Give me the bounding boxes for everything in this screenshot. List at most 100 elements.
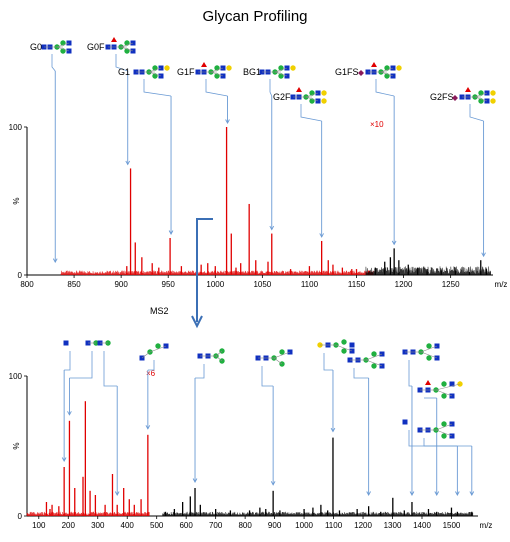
ms2-x-tick-label: 100 <box>32 521 46 530</box>
sialic-diamond <box>452 95 458 101</box>
ms1-x-tick-label: 900 <box>114 280 128 289</box>
ms2-x-tick-label: 700 <box>209 521 223 530</box>
ms1-glycan-label: G0 <box>30 42 42 52</box>
ms2-x-tick-label: 500 <box>150 521 164 530</box>
arrow-head <box>145 425 151 430</box>
galactose-circle <box>321 90 327 96</box>
fucose-triangle <box>371 62 377 67</box>
arrow-head <box>67 411 72 416</box>
glycan-link <box>56 46 70 52</box>
ms2-x-axis-label: m/z <box>480 521 493 530</box>
fucose-triangle <box>201 62 207 67</box>
ms1-x-tick-label: 850 <box>67 280 81 289</box>
glycan-link <box>149 345 167 353</box>
galactose-circle <box>290 65 296 71</box>
fragment-leader <box>64 351 71 371</box>
ms1-zoom-annotation: ×10 <box>370 120 384 129</box>
ms2-zoom-annotation: ×6 <box>146 369 156 378</box>
glcnac-square <box>402 419 408 425</box>
glycan-link <box>305 92 319 98</box>
ms2-x-tick-label: 1500 <box>443 521 461 530</box>
glycan-link <box>435 429 453 437</box>
glycan-link <box>120 46 134 52</box>
ms1-glycan-label: G2FS <box>430 92 454 102</box>
glycan-link <box>273 351 291 359</box>
fucose-triangle <box>425 380 431 385</box>
ms2-x-tick-label: 1300 <box>384 521 402 530</box>
fragment-leader <box>195 364 205 379</box>
glycan-link <box>335 344 353 352</box>
ms2-y-tick-label: 100 <box>9 372 23 381</box>
ms2-x-tick-label: 400 <box>121 521 135 530</box>
annotation-leader <box>300 104 322 122</box>
glycan-link <box>210 71 224 77</box>
galactose-circle <box>164 65 170 71</box>
arrow-head <box>469 491 475 496</box>
arrow-head <box>481 252 486 258</box>
arrow-head <box>192 478 198 483</box>
ms1-glycan-label: G0F <box>87 42 105 52</box>
glycan-link <box>380 67 394 73</box>
mannose-circle <box>279 349 285 355</box>
annotation-leader <box>205 79 228 97</box>
arrow-head <box>269 225 275 231</box>
fragment-leader <box>408 430 472 447</box>
ms2-y-tick-label: 0 <box>18 512 23 521</box>
arrow-head <box>330 427 336 433</box>
mannose-circle <box>441 381 447 387</box>
ms1-x-axis-label: m/z <box>495 280 508 289</box>
ms1-y-axis-label: % <box>12 197 21 204</box>
arrow-head <box>434 491 440 496</box>
annotation-leader <box>143 79 172 97</box>
ms1-y-tick-label: 0 <box>18 271 23 280</box>
glycan-link <box>365 353 383 361</box>
ms2-baseline-noise <box>162 511 474 517</box>
glycan-link <box>274 67 288 73</box>
fucose-triangle <box>111 37 117 42</box>
glycan-link <box>141 351 151 359</box>
ms2-x-tick-label: 800 <box>238 521 252 530</box>
glycan-link <box>365 359 383 367</box>
ms2-x-tick-label: 300 <box>91 521 105 530</box>
fragment-leader <box>323 353 333 371</box>
ms2-label: MS2 <box>150 306 169 316</box>
mannose-circle <box>441 393 447 399</box>
ms2-x-tick-label: 1200 <box>354 521 372 530</box>
annotation-leader <box>51 54 56 72</box>
glcnac-square <box>63 340 69 346</box>
ms1-glycan-label: BG1 <box>243 67 261 77</box>
mannose-circle <box>441 421 447 427</box>
ms1-x-tick-label: 1200 <box>395 280 413 289</box>
arrow-head <box>168 230 174 235</box>
fragment-leader <box>261 366 274 387</box>
ms2-x-tick-label: 200 <box>62 521 76 530</box>
ms1-glycan-label: G1F <box>177 67 195 77</box>
glycan-link <box>380 71 394 77</box>
fragment-leader <box>353 368 369 379</box>
arrow-head <box>125 160 131 166</box>
ms2-y-axis-label: % <box>12 442 21 449</box>
chart-title: Glycan Profiling <box>202 8 308 25</box>
arrow-head <box>114 491 120 496</box>
glycan-link <box>148 71 162 77</box>
glycan-link <box>274 71 288 77</box>
ms2-baseline-noise <box>26 511 150 517</box>
glycan-link <box>420 351 438 359</box>
glycan-link <box>435 423 453 431</box>
arrow-head <box>366 491 371 496</box>
ms1-x-tick-label: 1050 <box>253 280 271 289</box>
ms1-glycan-label: G2F <box>273 92 291 102</box>
annotation-leader <box>115 54 128 72</box>
glcnac-square <box>449 381 455 387</box>
ms1-baseline-noise <box>60 270 374 276</box>
fragment-leader <box>423 438 458 447</box>
arrow-head <box>61 457 67 462</box>
ms1-x-tick-label: 1250 <box>442 280 460 289</box>
mannose-circle <box>371 363 377 369</box>
arrow-head <box>455 491 460 496</box>
glycan-link <box>273 357 283 365</box>
glcnac-square <box>349 342 355 348</box>
mannose-circle <box>426 343 432 349</box>
glycan-link <box>420 345 438 353</box>
annotation-leader <box>469 104 484 122</box>
